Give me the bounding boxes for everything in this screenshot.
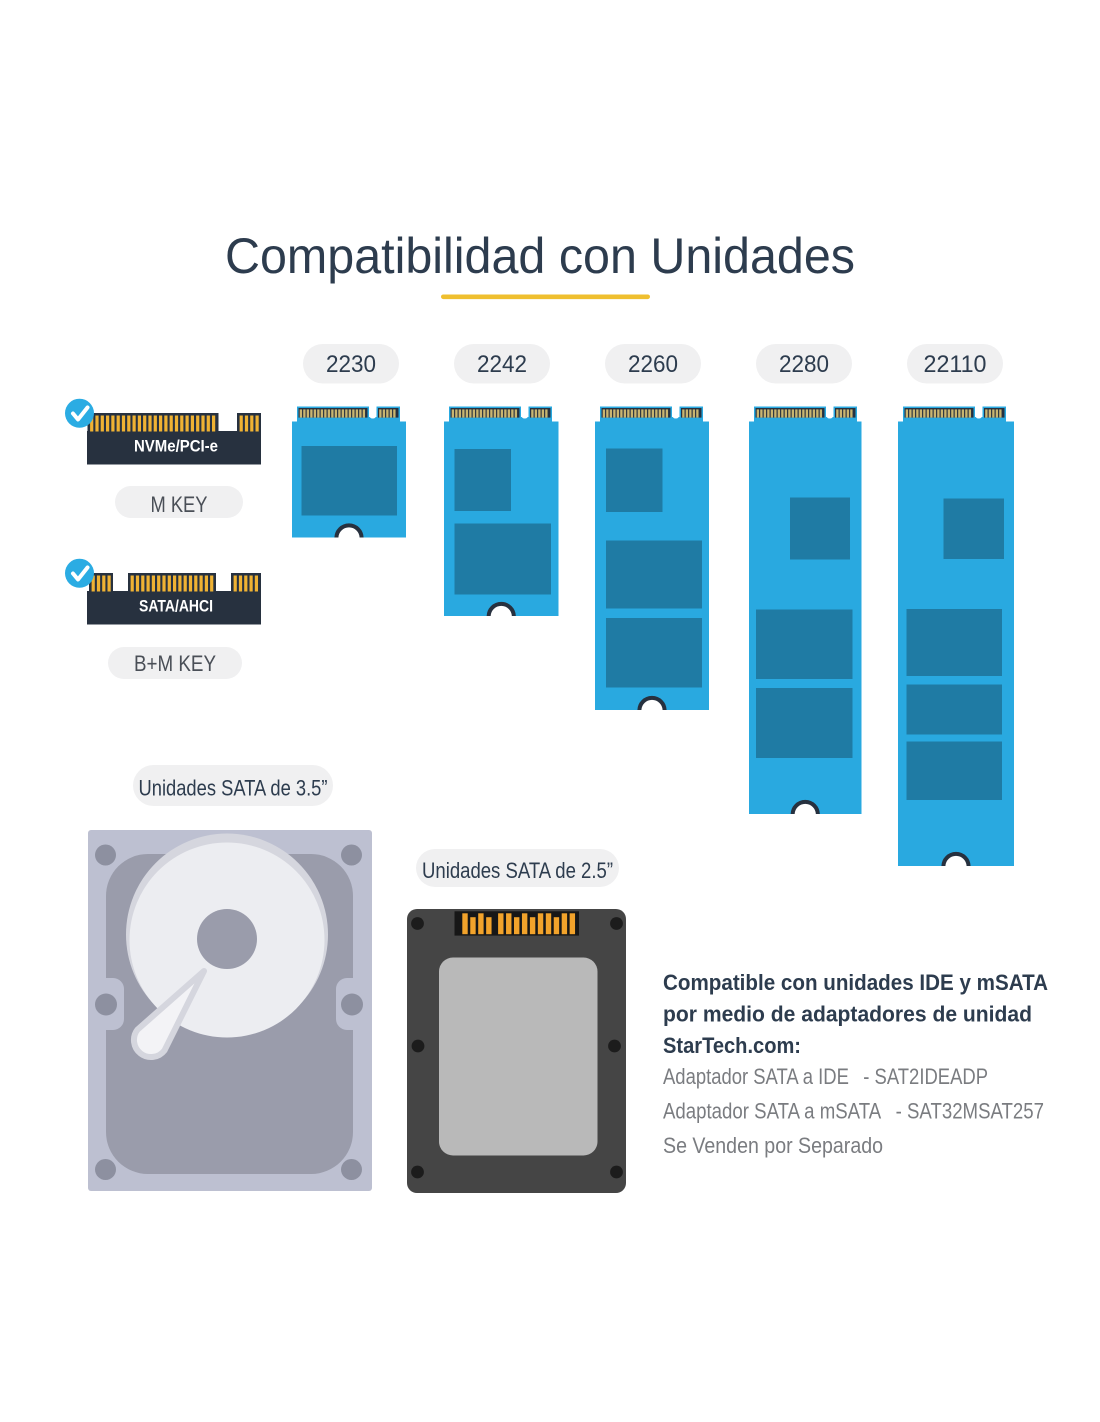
svg-text:Unidades SATA de 2.5”: Unidades SATA de 2.5” — [422, 858, 613, 883]
svg-text:Se Venden por Separado: Se Venden por Separado — [663, 1133, 883, 1158]
svg-text:Compatibilidad con Unidades: Compatibilidad con Unidades — [225, 228, 855, 284]
svg-text:Unidades SATA de 3.5”: Unidades SATA de 3.5” — [139, 776, 328, 801]
svg-text:Adaptador SATA a IDE - SAT2ID: Adaptador SATA a IDE - SAT2IDEADP — [663, 1064, 988, 1089]
svg-text:2280: 2280 — [779, 351, 829, 378]
svg-text:StarTech.com:: StarTech.com: — [663, 1033, 801, 1058]
svg-text:2230: 2230 — [326, 351, 376, 378]
svg-text:Compatible con unidades IDE y: Compatible con unidades IDE y mSATA — [663, 970, 1048, 995]
svg-text:2260: 2260 — [628, 351, 678, 378]
svg-text:M KEY: M KEY — [151, 492, 208, 517]
svg-text:22110: 22110 — [924, 351, 987, 378]
svg-text:2242: 2242 — [477, 351, 527, 378]
svg-text:por medio de adaptadores de un: por medio de adaptadores de unidad — [663, 1002, 1032, 1027]
svg-text:Adaptador SATA a mSATA - SAT3: Adaptador SATA a mSATA - SAT32MSAT257 — [663, 1099, 1044, 1124]
svg-text:B+M KEY: B+M KEY — [134, 651, 216, 676]
svg-text:SATA/AHCI: SATA/AHCI — [139, 598, 213, 616]
svg-text:NVMe/PCI-e: NVMe/PCI-e — [134, 438, 218, 456]
